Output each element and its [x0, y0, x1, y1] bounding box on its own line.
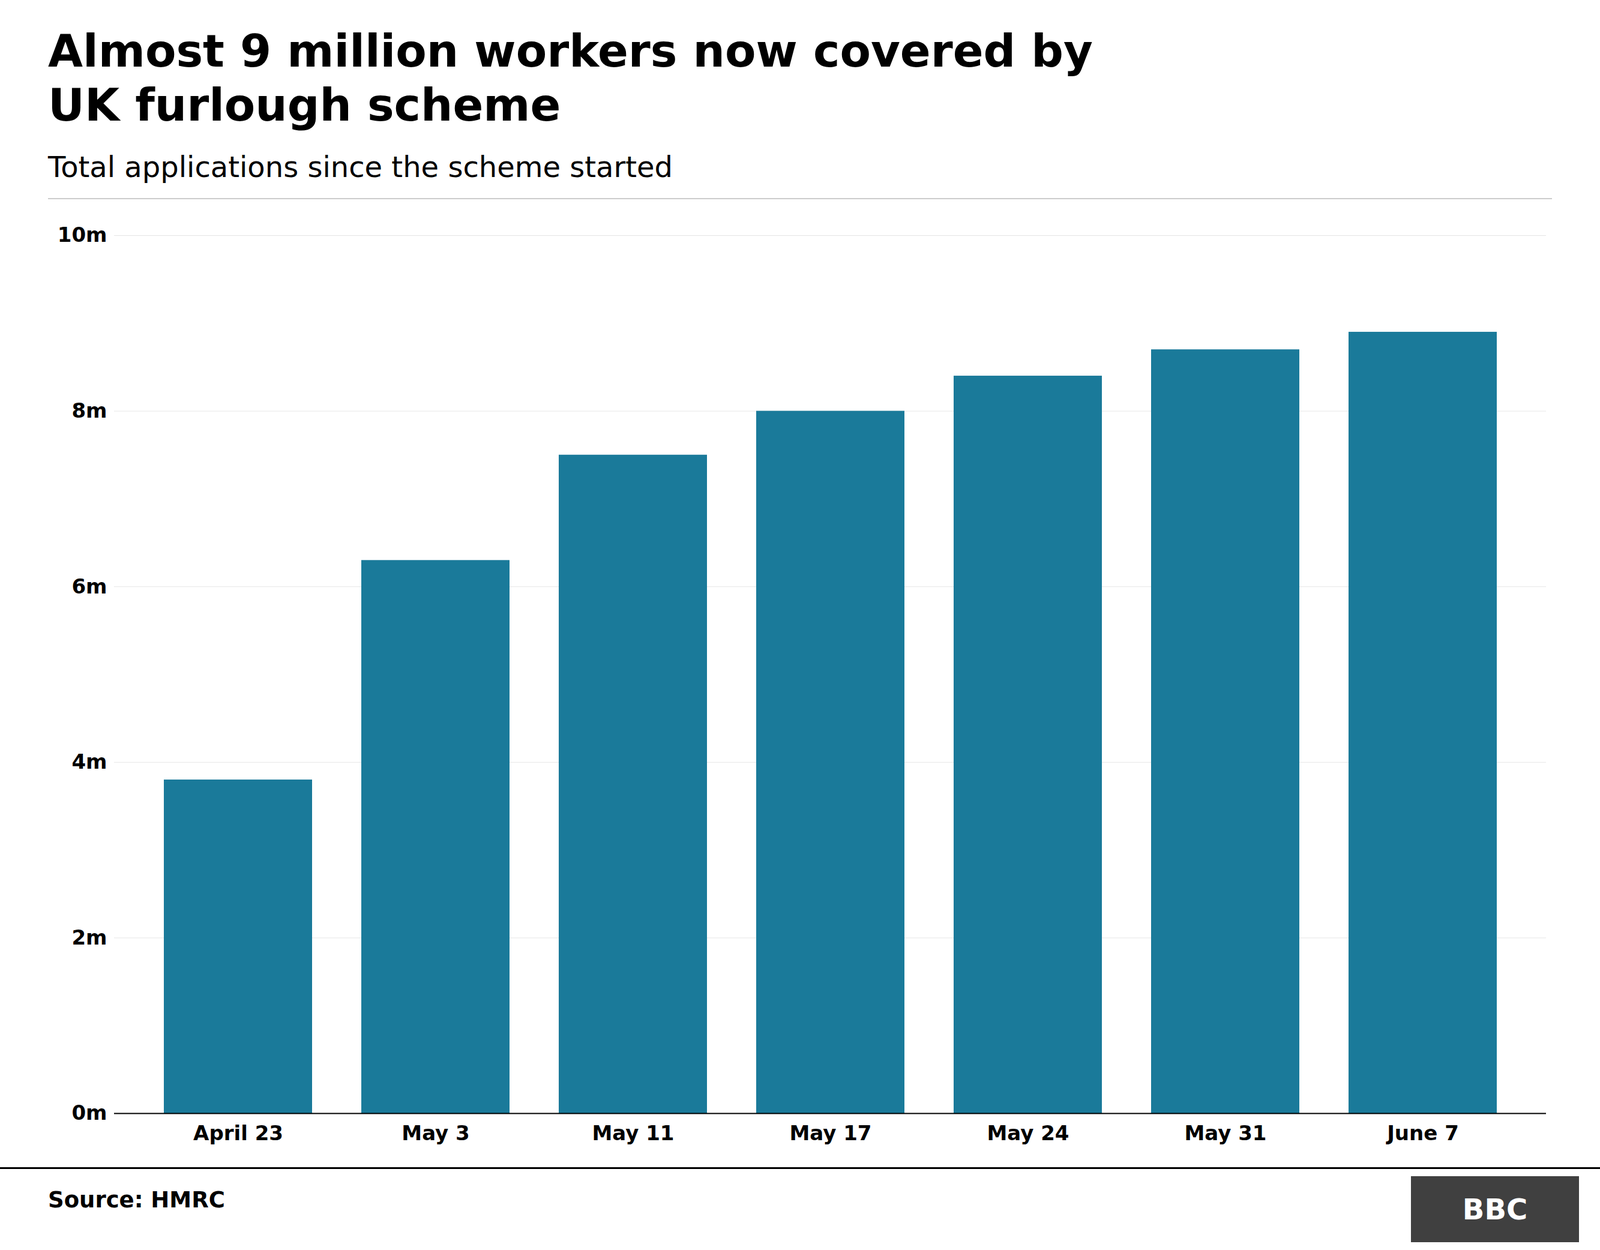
- svg-text:0m: 0m: [71, 1100, 107, 1125]
- svg-text:2m: 2m: [71, 925, 107, 950]
- svg-text:April 23: April 23: [193, 1121, 284, 1146]
- svg-text:10m: 10m: [57, 222, 108, 247]
- svg-text:May 31: May 31: [1184, 1121, 1267, 1146]
- svg-text:May 11: May 11: [591, 1121, 674, 1146]
- html-text:UK furlough scheme: UK furlough scheme: [48, 78, 561, 132]
- svg-text:May 17: May 17: [789, 1121, 872, 1146]
- svg-text:6m: 6m: [71, 574, 107, 599]
- html-text:BBC: BBC: [1462, 1192, 1528, 1227]
- html-text:Source: HMRC: Source: HMRC: [48, 1187, 225, 1213]
- svg-text:4m: 4m: [71, 749, 107, 774]
- html-text:Total applications since the s: Total applications since the scheme star…: [48, 150, 673, 184]
- svg-text:May 24: May 24: [986, 1121, 1069, 1146]
- html-text:Almost 9 million workers now c: Almost 9 million workers now covered by: [48, 24, 1093, 78]
- svg-text:8m: 8m: [71, 398, 107, 423]
- svg-text:May 3: May 3: [401, 1121, 470, 1146]
- svg-text:June 7: June 7: [1385, 1121, 1459, 1146]
